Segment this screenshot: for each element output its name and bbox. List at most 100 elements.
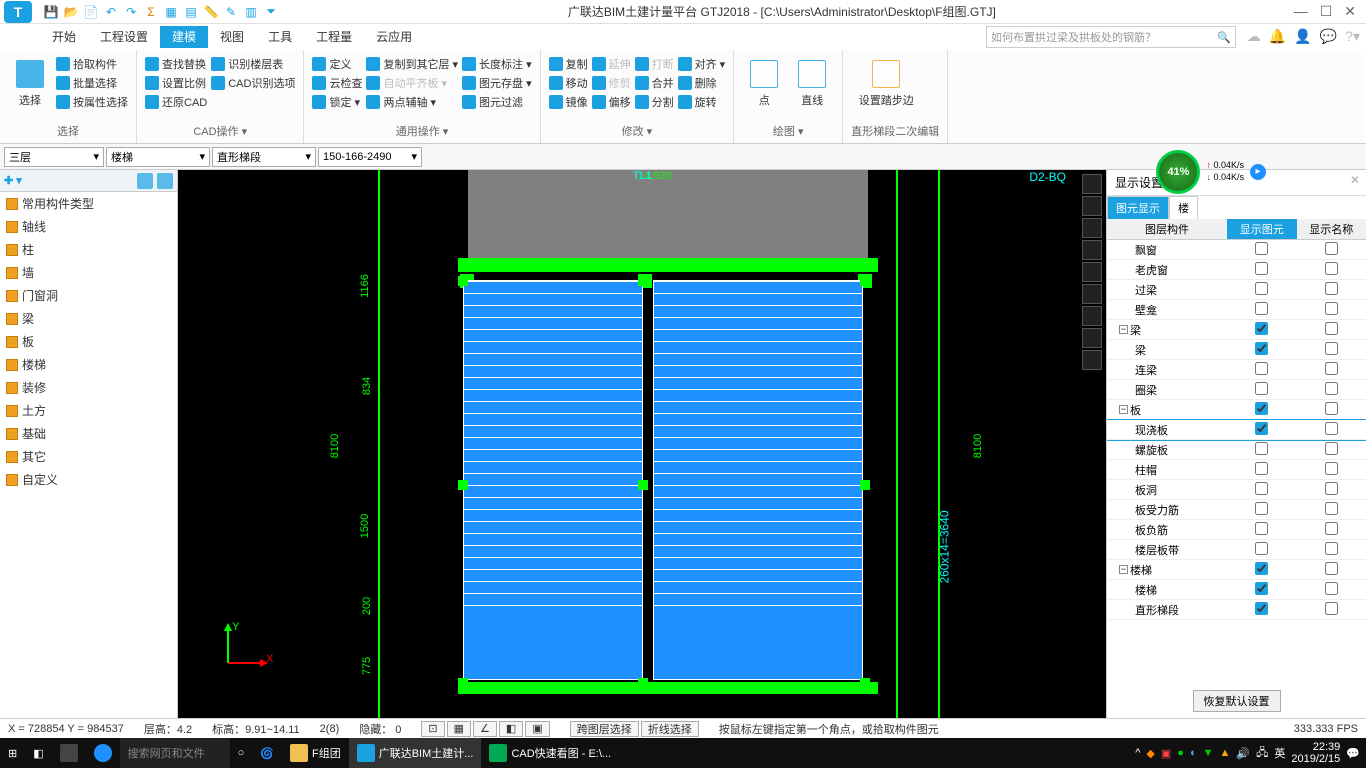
user-icon[interactable]: 👤 <box>1294 28 1311 45</box>
help-icon[interactable]: ?▾ <box>1345 28 1360 45</box>
ribbon-查找替换[interactable]: 查找替换 <box>145 56 207 72</box>
qat-grid-icon[interactable]: ▥ <box>242 3 260 21</box>
layer-飘窗[interactable]: 飘窗 <box>1107 240 1366 260</box>
layer-老虎窗[interactable]: 老虎窗 <box>1107 260 1366 280</box>
cloud-icon[interactable]: ☁ <box>1247 28 1261 45</box>
view-controls[interactable] <box>1082 174 1102 370</box>
ribbon-定义[interactable]: 定义 <box>312 56 362 72</box>
ribbon-两点辅轴 ▾[interactable]: 两点辅轴 ▾ <box>366 94 458 110</box>
ribbon-锁定 ▾[interactable]: 锁定 ▾ <box>312 94 362 110</box>
tree-土方[interactable]: 土方 <box>0 399 177 422</box>
snap3[interactable]: ∠ <box>473 721 497 737</box>
ribbon-偏移[interactable]: 偏移 <box>592 94 631 110</box>
ribbon-还原CAD[interactable]: 还原CAD <box>145 94 207 110</box>
ribbon-镜像[interactable]: 镜像 <box>549 94 588 110</box>
qat-edit-icon[interactable]: ✎ <box>222 3 240 21</box>
layer-板[interactable]: −板 <box>1107 400 1366 420</box>
snap5[interactable]: ▣ <box>525 721 549 737</box>
qat-save-icon[interactable]: 💾 <box>42 3 60 21</box>
add-icon[interactable]: ✚ ▾ <box>4 174 22 187</box>
layer-圈梁[interactable]: 圈梁 <box>1107 380 1366 400</box>
gtj-task[interactable]: 广联达BIM土建计... <box>349 738 482 768</box>
swirl-icon[interactable]: 🌀 <box>252 738 282 768</box>
tray-shield-icon[interactable]: ▼ <box>1203 747 1214 759</box>
qat-sum-icon[interactable]: Σ <box>142 3 160 21</box>
ribbon-图元存盘 ▾[interactable]: 图元存盘 ▾ <box>462 75 532 91</box>
tree-常用构件类型[interactable]: 常用构件类型 <box>0 192 177 215</box>
ribbon-合并[interactable]: 合并 <box>635 75 674 91</box>
cross-layer-button[interactable]: 跨图层选择 <box>570 721 639 737</box>
ribbon-删除[interactable]: 删除 <box>678 75 726 91</box>
chat-icon[interactable]: 💬 <box>1320 28 1337 45</box>
ribbon-CAD识别选项[interactable]: CAD识别选项 <box>211 75 295 91</box>
layer-板受力筋[interactable]: 板受力筋 <box>1107 500 1366 520</box>
snap1[interactable]: ⊡ <box>421 721 444 737</box>
tray-net-icon[interactable]: ▲ <box>1220 747 1231 759</box>
tray-2[interactable]: ▣ <box>1161 747 1171 760</box>
tree-楼梯[interactable]: 楼梯 <box>0 353 177 376</box>
tree-梁[interactable]: 梁 <box>0 307 177 330</box>
menu-云应用[interactable]: 云应用 <box>364 26 424 48</box>
ribbon-延伸[interactable]: 延伸 <box>592 56 631 72</box>
qat-new-icon[interactable]: 📄 <box>82 3 100 21</box>
layer-过梁[interactable]: 过梁 <box>1107 280 1366 300</box>
ribbon-长度标注 ▾[interactable]: 长度标注 ▾ <box>462 56 532 72</box>
ribbon-修剪[interactable]: 修剪 <box>592 75 631 91</box>
snap4[interactable]: ◧ <box>499 721 523 737</box>
menu-工程量[interactable]: 工程量 <box>304 26 364 48</box>
ribbon-批量选择[interactable]: 批量选择 <box>56 75 128 91</box>
tree-板[interactable]: 板 <box>0 330 177 353</box>
cortana-icon[interactable]: ○ <box>230 738 253 768</box>
category-select[interactable]: 楼梯▾ <box>106 147 210 167</box>
layer-梁[interactable]: 梁 <box>1107 340 1366 360</box>
ribbon-移动[interactable]: 移动 <box>549 75 588 91</box>
menu-视图[interactable]: 视图 <box>208 26 256 48</box>
menu-开始[interactable]: 开始 <box>40 26 88 48</box>
layer-楼梯[interactable]: −楼梯 <box>1107 560 1366 580</box>
line-button[interactable]: 直线 <box>790 54 834 108</box>
minimize-icon[interactable]: — <box>1294 3 1308 20</box>
qat-undo-icon[interactable]: ↶ <box>102 3 120 21</box>
ribbon-拾取构件[interactable]: 拾取构件 <box>56 56 128 72</box>
layer-现浇板[interactable]: 现浇板 <box>1107 420 1366 440</box>
ribbon-对齐 ▾[interactable]: 对齐 ▾ <box>678 56 726 72</box>
tray-wifi-icon[interactable]: 🖧 <box>1256 744 1268 763</box>
task-view-icon[interactable]: ◧ <box>25 738 51 768</box>
folder-task[interactable]: F组团 <box>282 738 349 768</box>
list-icon[interactable] <box>137 173 153 189</box>
layer-板洞[interactable]: 板洞 <box>1107 480 1366 500</box>
menu-工程设置[interactable]: 工程设置 <box>88 26 160 48</box>
qat-redo-icon[interactable]: ↷ <box>122 3 140 21</box>
ribbon-打断[interactable]: 打断 <box>635 56 674 72</box>
type-select[interactable]: 直形梯段▾ <box>212 147 316 167</box>
close-icon[interactable]: ✕ <box>1344 3 1356 20</box>
tray-vol-icon[interactable]: 🔊 <box>1236 747 1250 760</box>
bell-icon[interactable]: 🔔 <box>1269 28 1286 45</box>
step-edge-button[interactable]: 设置踏步边 <box>851 54 921 108</box>
qat-ruler-icon[interactable]: 📏 <box>202 3 220 21</box>
perf-badge-icon[interactable]: ▸ <box>1250 164 1266 180</box>
tray-3[interactable]: ◐ <box>1190 747 1197 759</box>
view-cube-icon[interactable] <box>1082 174 1102 194</box>
ribbon-按属性选择[interactable]: 按属性选择 <box>56 94 128 110</box>
layer-楼层板带[interactable]: 楼层板带 <box>1107 540 1366 560</box>
point-button[interactable]: 点 <box>742 54 786 108</box>
qat-more-icon[interactable]: ⏷ <box>262 3 280 21</box>
layer-直形梯段[interactable]: 直形梯段 <box>1107 600 1366 620</box>
start-button[interactable]: ⊞ <box>0 738 25 768</box>
polyline-select-button[interactable]: 折线选择 <box>641 721 699 737</box>
layer-梁[interactable]: −梁 <box>1107 320 1366 340</box>
search-icon[interactable]: 🔍 <box>1217 31 1231 44</box>
tree-门窗洞[interactable]: 门窗洞 <box>0 284 177 307</box>
component-tree[interactable]: 常用构件类型轴线柱墙门窗洞梁板楼梯装修土方基础其它自定义 <box>0 192 177 718</box>
layer-板负筋[interactable]: 板负筋 <box>1107 520 1366 540</box>
ie-icon[interactable] <box>86 738 120 768</box>
qat-table-icon[interactable]: ▦ <box>162 3 180 21</box>
maximize-icon[interactable]: ☐ <box>1320 3 1333 20</box>
drawing-canvas[interactable]: D2-BQ 14,920 TL1 1166 834 8100 1500 200 … <box>178 170 1106 718</box>
ribbon-设置比例[interactable]: 设置比例 <box>145 75 207 91</box>
layer-连梁[interactable]: 连梁 <box>1107 360 1366 380</box>
snap2[interactable]: ▦ <box>447 721 471 737</box>
restore-defaults-button[interactable]: 恢复默认设置 <box>1193 690 1281 712</box>
select-button[interactable]: 选择 <box>8 54 52 108</box>
